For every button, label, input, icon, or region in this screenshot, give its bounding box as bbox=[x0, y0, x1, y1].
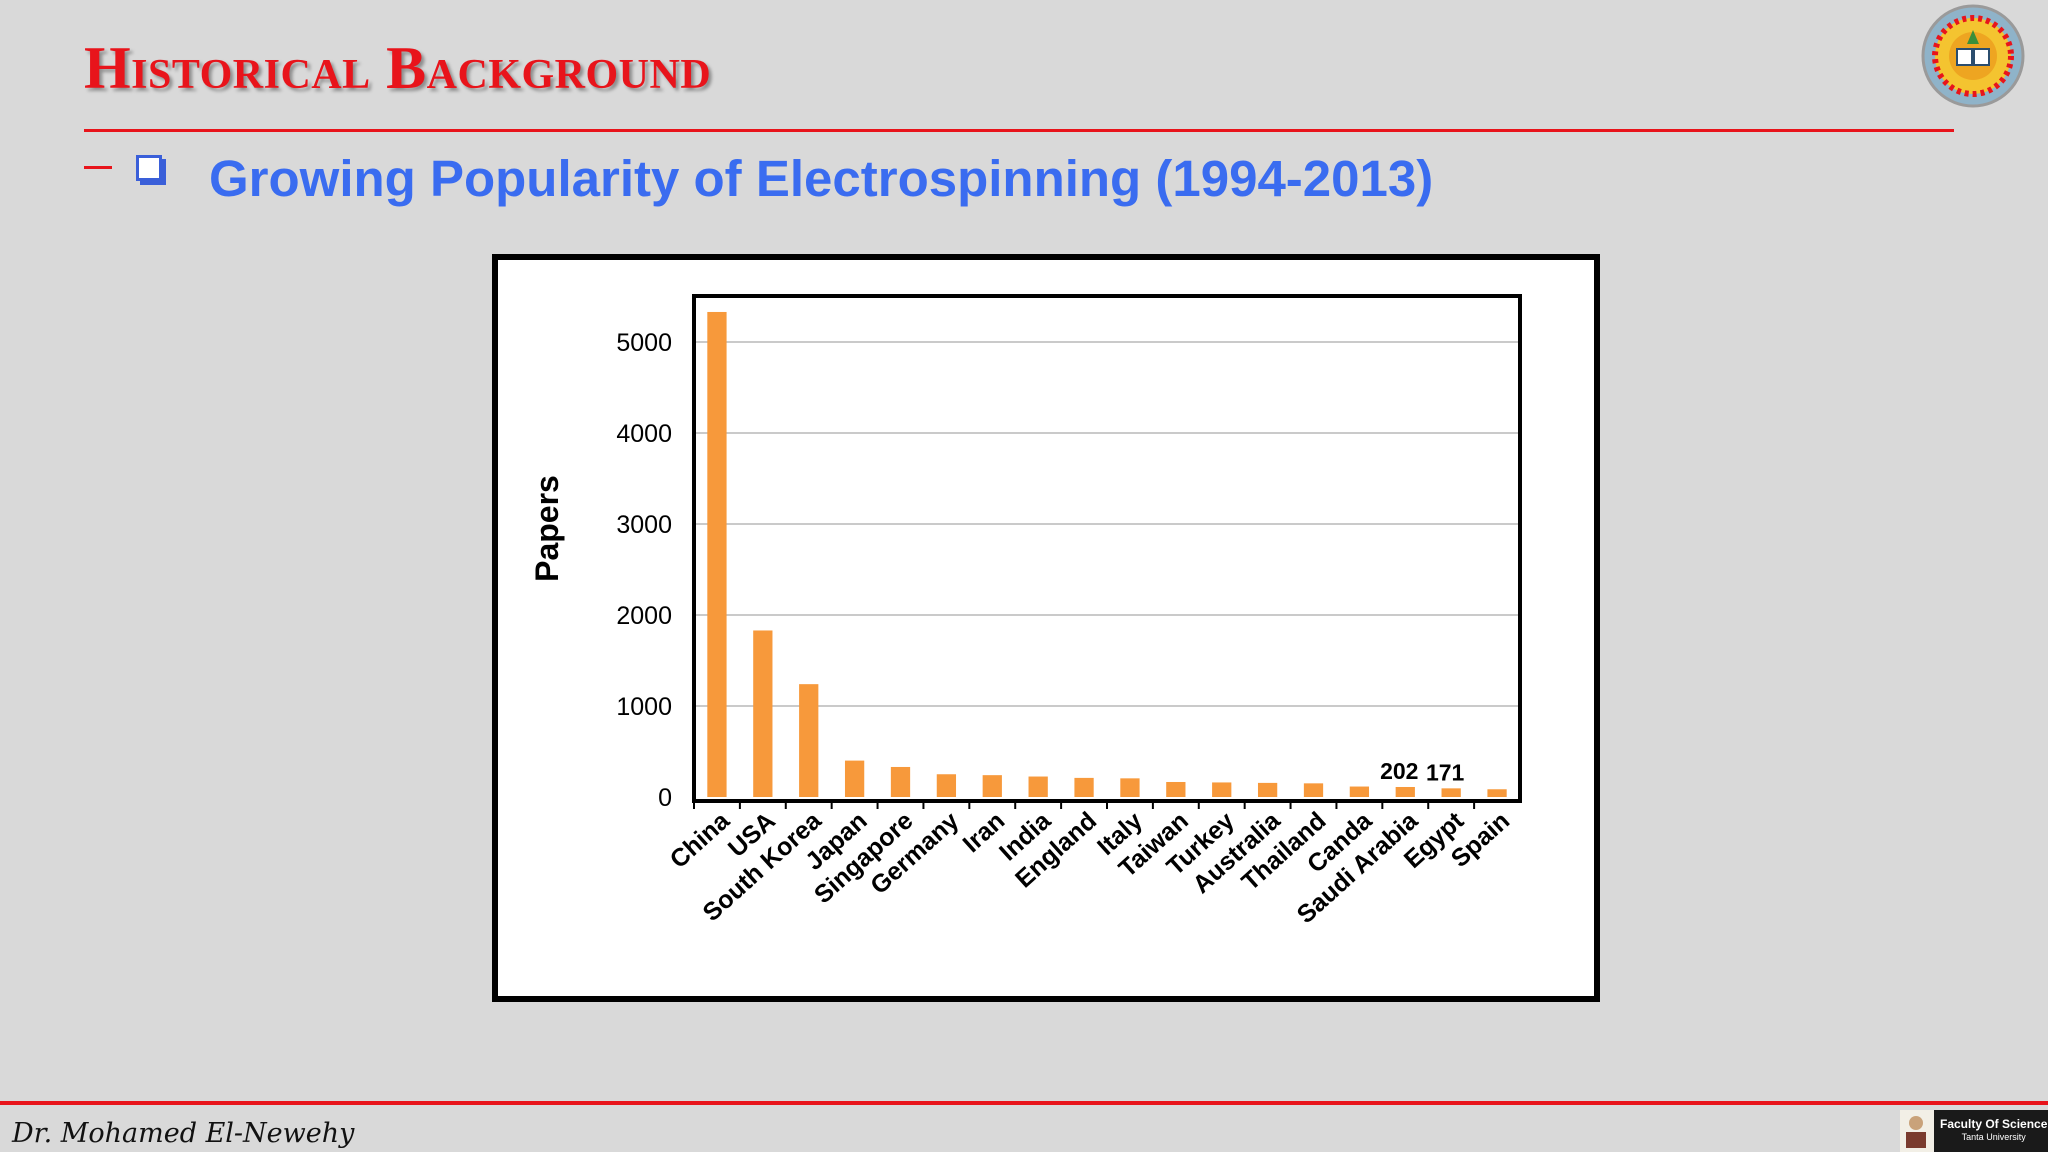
bar-italy bbox=[1120, 778, 1140, 797]
bar-egypt bbox=[1441, 788, 1461, 797]
y-tick-label: 5000 bbox=[616, 329, 672, 357]
data-label: 202 bbox=[1380, 758, 1418, 784]
y-tick-label: 2000 bbox=[616, 602, 672, 630]
data-label: 171 bbox=[1426, 759, 1465, 785]
bars bbox=[707, 311, 1507, 797]
y-tick-label: 3000 bbox=[616, 511, 672, 539]
bar-canda bbox=[1349, 786, 1370, 797]
y-tick-labels: 0 1000 2000 3000 4000 5000 bbox=[616, 329, 672, 812]
bar-australia bbox=[1257, 782, 1278, 797]
bar-japan bbox=[844, 760, 865, 797]
author-name: Dr. Mohamed El-Newehy bbox=[12, 1118, 355, 1149]
chart-frame: 0 1000 2000 3000 4000 5000 China USA South Kore… bbox=[492, 254, 1600, 1002]
faculty-logo: Faculty Of Science Tanta University bbox=[1900, 1110, 2048, 1152]
bar-turkey bbox=[1212, 782, 1232, 797]
list-dash bbox=[84, 166, 112, 169]
bar-india bbox=[1028, 776, 1048, 797]
y-tick-label: 0 bbox=[658, 784, 672, 812]
bar-spain bbox=[1487, 789, 1507, 797]
bullet-square-icon bbox=[136, 155, 162, 181]
bar-england bbox=[1074, 777, 1094, 797]
faculty-name: Faculty Of Science bbox=[1940, 1117, 2048, 1131]
gridlines bbox=[694, 341, 1520, 707]
data-labels: 202 171 bbox=[1380, 758, 1464, 785]
y-tick-label: 1000 bbox=[616, 693, 672, 721]
bar-taiwan bbox=[1166, 781, 1186, 797]
slide-title: Historical Background bbox=[84, 35, 712, 101]
bar-thailand bbox=[1303, 783, 1324, 797]
bar-singapore bbox=[890, 766, 911, 797]
title-divider bbox=[84, 129, 1954, 132]
university-logo bbox=[1918, 4, 2028, 108]
slide-subtitle: Growing Popularity of Electrospinning (1… bbox=[209, 150, 1434, 207]
bar-china bbox=[707, 311, 727, 797]
bar-iran bbox=[982, 775, 1002, 797]
y-tick-label: 4000 bbox=[616, 420, 672, 448]
bar-saudi-arabia bbox=[1395, 786, 1415, 797]
y-axis-label: Papers bbox=[529, 475, 565, 582]
university-name: Tanta University bbox=[1961, 1132, 2026, 1142]
bar-usa bbox=[753, 630, 773, 797]
faculty-mascot-icon bbox=[1900, 1110, 1934, 1152]
bar-germany bbox=[936, 774, 957, 797]
footer-divider bbox=[0, 1101, 2048, 1105]
bar-south-korea bbox=[799, 684, 819, 797]
